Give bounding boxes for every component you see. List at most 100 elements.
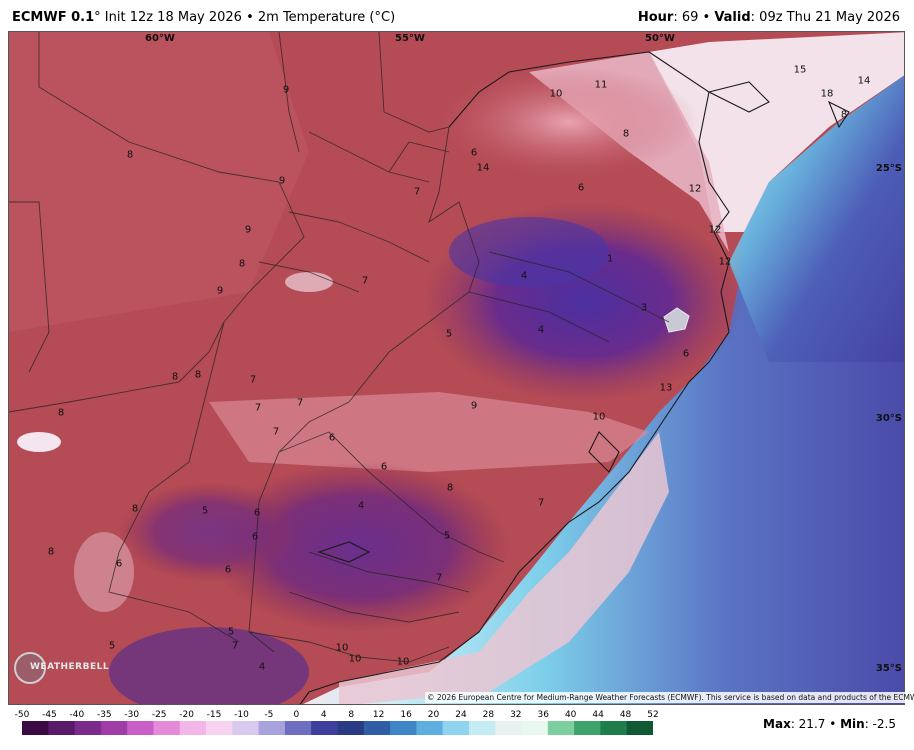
- temperature-label: 10: [335, 642, 349, 654]
- temperature-label: 11: [594, 79, 608, 91]
- temperature-label: 4: [537, 324, 545, 336]
- temperature-label: 18: [820, 88, 834, 100]
- temperature-label: 6: [115, 558, 123, 570]
- colorbar-segment: [153, 721, 181, 735]
- logo-text: WEATHERBELL: [30, 662, 110, 672]
- temperature-label: 9: [216, 285, 224, 297]
- colorbar-segment: [74, 721, 102, 735]
- colorbar-segment: [232, 721, 260, 735]
- colorbar-segment: [337, 721, 365, 735]
- colorbar-tick-label: -25: [151, 710, 167, 720]
- copyright-notice: © 2026 European Centre for Medium-Range …: [425, 692, 914, 703]
- colorbar-segment: [468, 721, 496, 735]
- model-name: ECMWF 0.1: [12, 10, 95, 25]
- temperature-label: 8: [57, 407, 65, 419]
- temperature-label: 7: [361, 275, 369, 287]
- temperature-label: 15: [793, 64, 807, 76]
- temperature-label: 3: [640, 302, 648, 314]
- colorbar-tick-label: 32: [510, 710, 522, 720]
- colorbar-tick-label: 28: [482, 710, 495, 720]
- colorbar-segment: [521, 721, 549, 735]
- temperature-label: 8: [840, 109, 848, 121]
- colorbar-segment: [442, 721, 470, 735]
- colorbar-segment: [206, 721, 233, 735]
- hour-label: Hour: [637, 10, 674, 25]
- colorbar-tick-label: 12: [372, 710, 385, 720]
- temperature-label: 8: [47, 546, 55, 558]
- colorbar-segment: [311, 721, 338, 735]
- temperature-label: 6: [224, 564, 232, 576]
- colorbar-tick-label: -20: [179, 710, 194, 720]
- map-header: ECMWF 0.1° Init 12z 18 May 2026 • 2m Tem…: [0, 0, 914, 30]
- temperature-label: 4: [520, 270, 528, 282]
- min-label: Min: [840, 717, 865, 731]
- temperature-label: 8: [126, 149, 134, 161]
- lon-label-55w: 55°W: [395, 33, 425, 44]
- temperature-label: 5: [108, 640, 116, 652]
- min-value: : -2.5: [864, 717, 896, 731]
- temperature-label: 6: [682, 348, 690, 360]
- colorbar-tick-label: 20: [427, 710, 440, 720]
- temperature-label: 6: [577, 182, 585, 194]
- temperature-label: 8: [446, 482, 454, 494]
- lat-label-35s: 35°S: [875, 663, 902, 674]
- temperature-label: 12: [708, 224, 722, 236]
- colorbar-segment: [100, 721, 128, 735]
- temperature-label: 14: [476, 162, 490, 174]
- colorbar-tick-label: 0: [293, 710, 300, 720]
- temperature-label: 10: [592, 411, 606, 423]
- temperature-label: 5: [227, 626, 235, 638]
- colorbar-tick-label: 48: [619, 710, 632, 720]
- weatherbell-logo: WEATHERBELL: [14, 652, 109, 686]
- colorbar: [22, 721, 653, 735]
- lon-label-50w: 50°W: [645, 33, 675, 44]
- colorbar-tick-label: 24: [455, 710, 467, 720]
- colorbar-tick-label: 36: [537, 710, 549, 720]
- temperature-label: 9: [278, 175, 286, 187]
- colorbar-segment: [284, 721, 312, 735]
- colorbar-tick-label: 44: [592, 710, 604, 720]
- lon-label-60w: 60°W: [145, 33, 175, 44]
- temperature-label: 7: [249, 374, 257, 386]
- temperature-label: 8: [131, 503, 139, 515]
- temperature-label: 4: [258, 661, 266, 673]
- colorbar-segment: [547, 721, 575, 735]
- colorbar-segment: [416, 721, 444, 735]
- temperature-label: 7: [231, 640, 239, 652]
- colorbar-segment: [574, 721, 601, 735]
- colorbar-tick-label: 16: [400, 710, 412, 720]
- temperature-label: 10: [396, 656, 410, 668]
- valid-time: Hour: 69 • Valid: 09z Thu 21 May 2026: [638, 10, 900, 25]
- colorbar-ticks: -50 -45 -40 -35 -30 -25 -20 -15 -10 -5 0 4 8 12 16 20 24…: [0, 710, 680, 722]
- colorbar-tick-label: -40: [69, 710, 85, 720]
- temperature-label: 7: [413, 186, 421, 198]
- temperature-label: 6: [470, 147, 478, 159]
- temperature-label: 9: [244, 224, 252, 236]
- temperature-label: 8: [238, 258, 246, 270]
- temperature-label: 7: [272, 426, 280, 438]
- temperature-label: 8: [171, 371, 179, 383]
- temperature-label: 6: [380, 461, 388, 473]
- lat-label-30s: 30°S: [875, 413, 902, 424]
- temperature-label: 6: [251, 531, 259, 543]
- colorbar-tick-label: 52: [647, 710, 659, 720]
- temperature-label: 14: [857, 75, 871, 87]
- temperature-label: 12: [688, 183, 702, 195]
- init-info: ° Init 12z 18 May 2026 • 2m Temperature …: [94, 10, 396, 25]
- colorbar-segment: [179, 721, 207, 735]
- colorbar-tick-label: -45: [42, 710, 57, 720]
- logo-emblem: [14, 652, 46, 684]
- temperature-label: 5: [443, 530, 451, 542]
- temperature-label: 9: [470, 400, 478, 412]
- colorbar-tick-label: -10: [234, 710, 249, 720]
- temperature-label: 4: [357, 500, 365, 512]
- temperature-label: 9: [282, 84, 290, 96]
- colorbar-tick-label: 40: [564, 710, 577, 720]
- map-graphic: [9, 32, 904, 704]
- temperature-label: 7: [537, 497, 545, 509]
- lat-label-25s: 25°S: [875, 163, 902, 174]
- temperature-label: 10: [549, 88, 563, 100]
- temperature-label: 12: [718, 256, 732, 268]
- colorbar-tick-label: -15: [206, 710, 222, 720]
- colorbar-segment: [48, 721, 76, 735]
